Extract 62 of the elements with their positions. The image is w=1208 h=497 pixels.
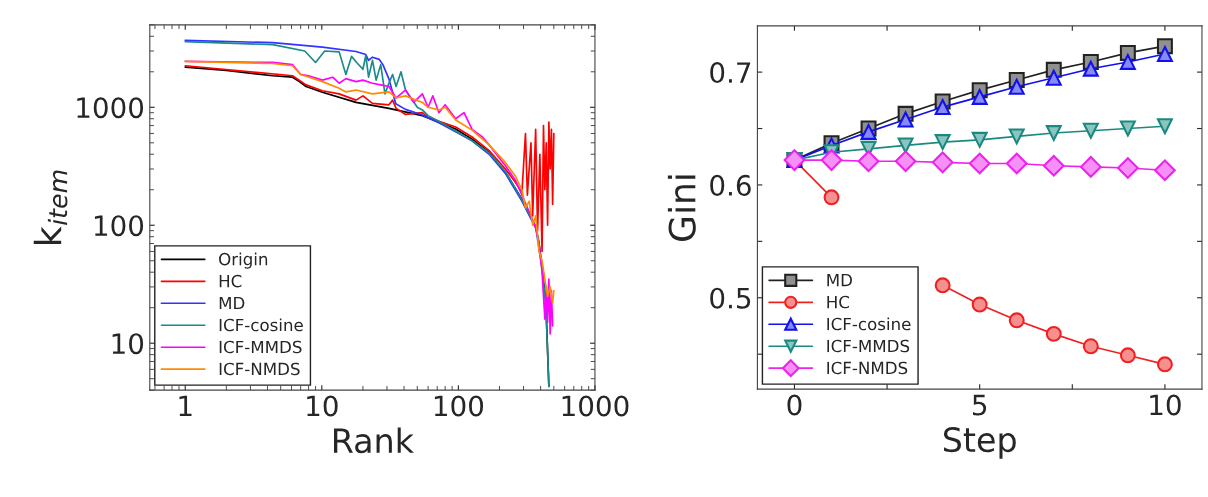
point [1119, 53, 1136, 70]
point [1008, 78, 1025, 95]
x-tick-label: 100 [434, 395, 484, 417]
point [1082, 338, 1099, 355]
x-tick-label: 1 [179, 395, 192, 417]
point [971, 88, 988, 105]
point [1119, 120, 1136, 137]
y-tick-label: 10 [112, 333, 144, 355]
point [1079, 156, 1102, 178]
legend-label: ICF-NMDS [219, 362, 300, 376]
point [1082, 122, 1099, 139]
legend-label: ICF-MMDS [827, 339, 910, 353]
legend-label: Origin [219, 252, 268, 269]
point [857, 150, 880, 173]
x-tick-label: 5 [973, 394, 987, 416]
point [931, 151, 954, 174]
point [1156, 118, 1173, 135]
legend-label: HC [219, 274, 242, 288]
y-axis-title: Gini [667, 175, 696, 241]
x-tick-label: 10 [1150, 394, 1181, 416]
point [971, 131, 988, 148]
legend-label: ICF-cosine [219, 318, 303, 332]
legend-label: MD [219, 296, 245, 310]
y-tick-label: 0.5 [710, 287, 751, 309]
point [934, 99, 951, 116]
y-tick-label: 0.6 [710, 174, 751, 196]
y-axis-title: k$_{item}$ [33, 170, 68, 244]
point [823, 189, 840, 206]
point [1008, 128, 1025, 145]
point [1156, 356, 1173, 373]
y-tick-label: 100 [94, 215, 144, 237]
legend-label: ICF-NMDS [827, 361, 908, 375]
point [934, 134, 951, 151]
point [820, 149, 843, 171]
point [968, 152, 991, 175]
point [894, 150, 917, 173]
legend-label: HC [827, 295, 850, 309]
x-tick-label: 0 [787, 394, 802, 416]
legend-label: ICF-cosine [827, 317, 911, 331]
point [897, 111, 914, 128]
point [1045, 69, 1062, 86]
point [897, 137, 914, 154]
legend-label: MD [827, 274, 852, 287]
point [1045, 325, 1062, 342]
x-axis-title: Step [943, 427, 1016, 459]
point [1117, 157, 1139, 179]
y-tick-label: 0.7 [710, 62, 751, 84]
y-tick-label: 1000 [77, 97, 144, 119]
x-tick-label: 1000 [562, 395, 629, 417]
point [1156, 46, 1173, 63]
point [1045, 125, 1062, 142]
point [934, 277, 951, 294]
point [1005, 152, 1028, 175]
point [1119, 347, 1136, 364]
x-tick-label: 10 [307, 395, 338, 417]
point [1082, 60, 1099, 77]
point [1154, 159, 1176, 182]
legend-label: ICF-MMDS [219, 340, 302, 354]
point [1042, 154, 1065, 177]
x-axis-title: Rank [334, 427, 414, 454]
point [1008, 312, 1025, 329]
point [971, 296, 988, 313]
